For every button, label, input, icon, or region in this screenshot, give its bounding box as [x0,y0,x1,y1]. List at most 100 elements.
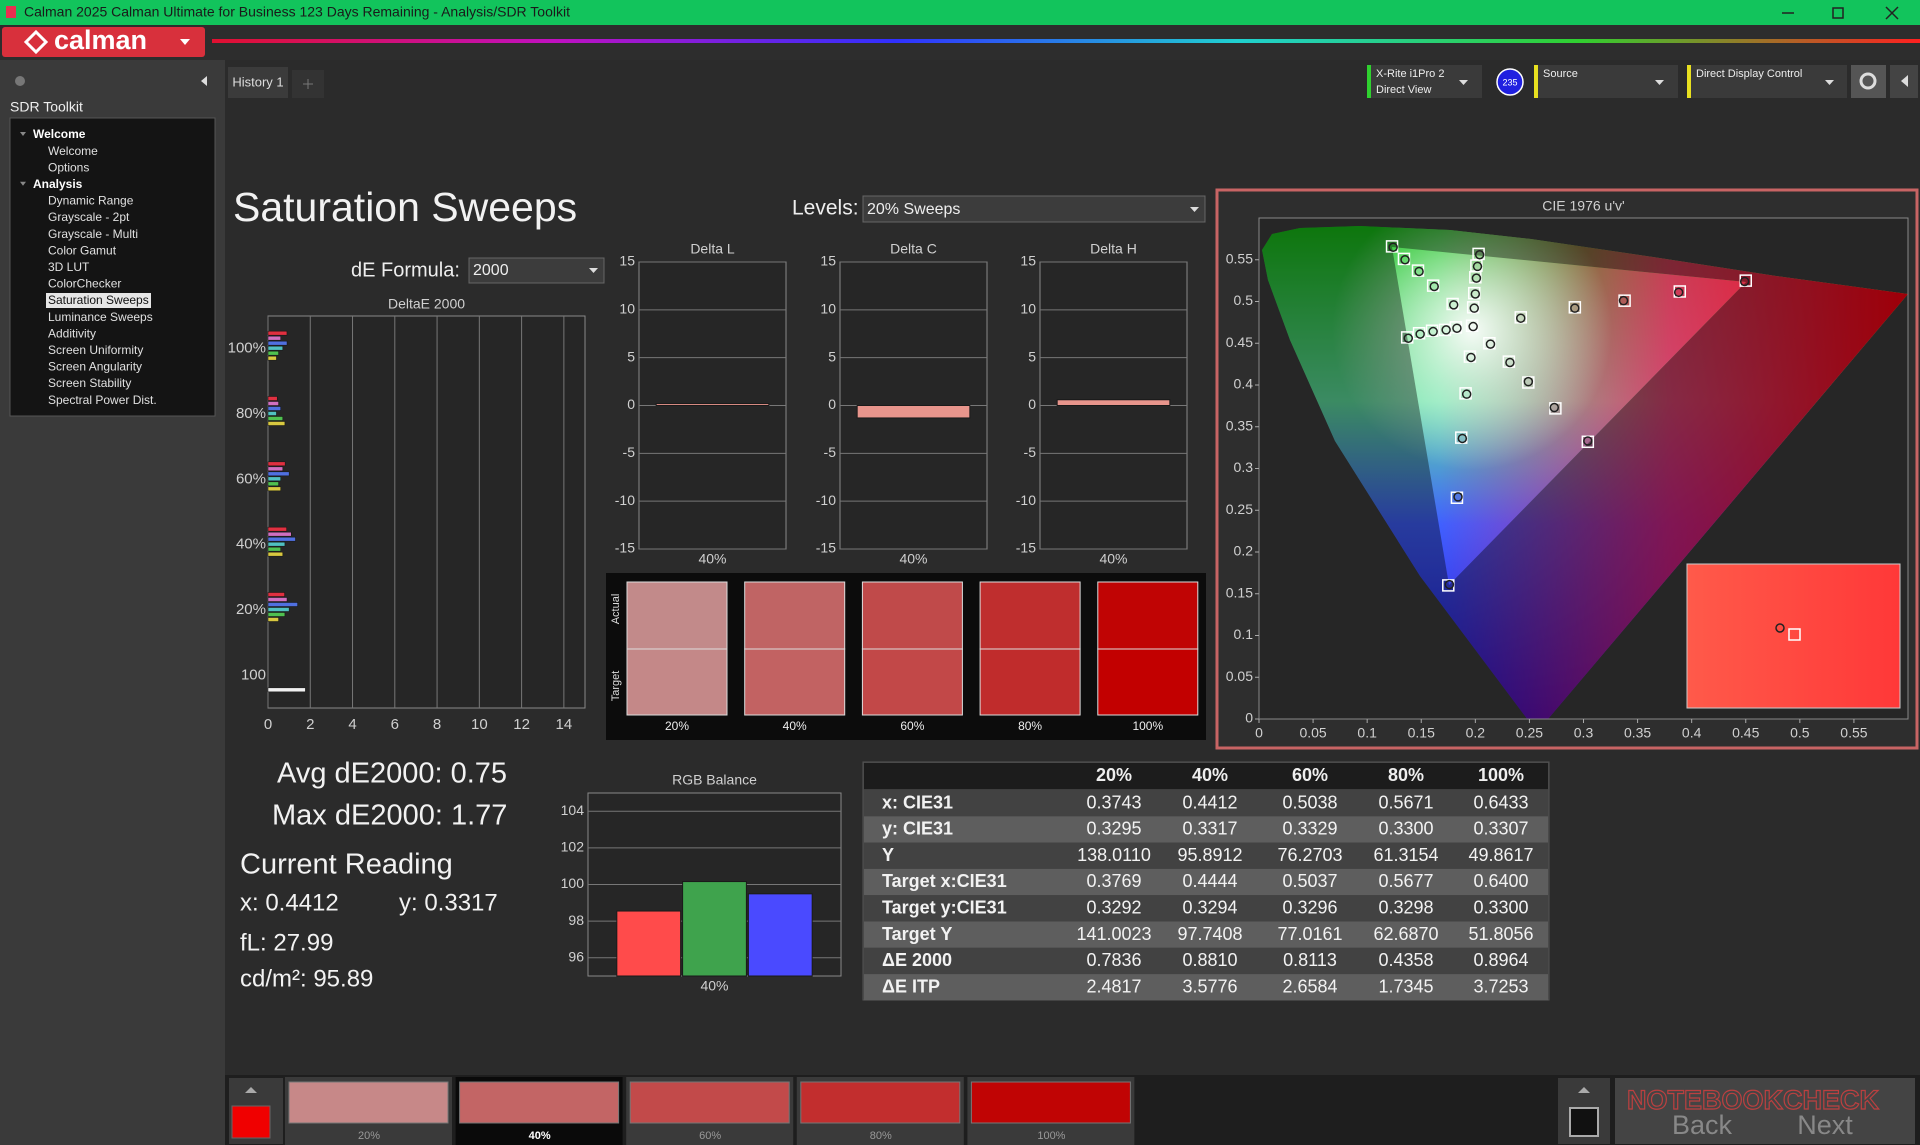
y-tick-label: -5 [623,444,636,460]
bar [268,542,285,546]
tree-item[interactable]: 3D LUT [48,260,90,274]
bar [857,406,970,418]
bar [268,417,283,421]
row-label: Target x:CIE31 [882,871,1007,891]
badge-label: 235 [1502,77,1517,87]
bar [268,688,305,692]
swatch-label: 60% [699,1130,721,1142]
swatch-label: 40% [529,1130,551,1142]
tab-label[interactable]: History 1 [232,74,283,89]
x-tick-label: 0 [264,716,272,733]
tree-group[interactable]: Analysis [33,177,83,191]
x-tick-label: 0.45 [1732,725,1759,741]
row-label: Target y:CIE31 [882,897,1007,917]
tree-item[interactable]: Screen Uniformity [48,343,143,357]
y-tick-label: 0.25 [1226,501,1253,517]
tree-item[interactable]: Grayscale - Multi [48,227,138,241]
x-tick-label: 40% [698,551,726,567]
bar [268,412,276,416]
actual-swatch [627,582,727,649]
pin-icon[interactable] [15,76,25,86]
y-tick-label: 0 [627,396,635,412]
swatch-label: 20% [358,1130,380,1142]
y-tick-label: 0 [1245,710,1253,726]
tree-item[interactable]: Saturation Sweeps [48,293,149,307]
table-cell: 2.4817 [1086,976,1141,996]
bar [683,882,747,976]
tree-item[interactable]: Luminance Sweeps [48,310,153,324]
tree-item[interactable]: Welcome [48,144,98,158]
y-tick-label: 20% [236,601,266,618]
bar [268,552,283,556]
table-cell: 0.3292 [1086,897,1141,917]
target-swatch [745,649,845,715]
table-cell: 3.7253 [1473,976,1528,996]
page-title: Saturation Sweeps [233,184,577,230]
settings-button[interactable] [1851,65,1886,98]
table-cell: 0.8964 [1473,950,1528,970]
y-tick-label: 0.55 [1226,250,1253,266]
bar [617,911,681,976]
table-cell: 62.6870 [1373,924,1438,944]
column-header: 80% [1388,765,1424,785]
tree-item[interactable]: Screen Stability [48,376,131,390]
y-tick-label: 96 [568,948,584,964]
plot-area [268,316,585,708]
tree-item[interactable]: Screen Angularity [48,360,142,374]
table-cell: 0.3769 [1086,871,1141,891]
y-tick-label: -10 [816,492,836,508]
display-control-label: Direct Display Control [1696,68,1802,80]
chart-title: CIE 1976 u'v' [1542,198,1624,214]
bar [268,547,281,551]
x-tick-label: 40% [1099,551,1127,567]
source-label: Source [1543,68,1578,80]
x-tick-label: 0.5 [1790,725,1810,741]
table-cell: 0.3300 [1473,897,1528,917]
current-color [232,1106,270,1138]
tree-group[interactable]: Welcome [33,127,86,141]
bar [268,608,289,612]
table-cell: 0.5671 [1378,792,1433,812]
table-cell: 0.3296 [1282,897,1337,917]
tree-item[interactable]: Grayscale - 2pt [48,210,130,224]
chart-title: Delta C [890,241,937,257]
tree-item[interactable]: Options [48,160,89,174]
x-tick-label: 8 [433,716,441,733]
bar [268,462,285,466]
stop-button[interactable] [1570,1108,1598,1136]
swatch-label: 100% [1037,1130,1065,1142]
bar [268,593,285,597]
y-tick-label: -15 [816,540,836,556]
max-de: Max dE2000: 1.77 [272,800,507,832]
tree-item[interactable]: Dynamic Range [48,194,134,208]
tree-item[interactable]: Additivity [48,326,96,340]
table-cell: 0.5037 [1282,871,1337,891]
x-tick-label: 0 [1255,725,1263,741]
tree-item[interactable]: Color Gamut [48,243,117,257]
swatch-label: 100% [1132,719,1163,733]
row-label: x: CIE31 [882,792,953,812]
x-tick-label: 0.2 [1466,725,1486,741]
bar [268,613,285,617]
y-tick-label: 5 [627,348,635,364]
swatch-label: 80% [870,1130,892,1142]
swatch-label: 40% [783,719,807,733]
tree-item[interactable]: Spectral Power Dist. [48,393,157,407]
table-cell: 0.3300 [1378,819,1433,839]
chart-title: DeltaE 2000 [388,296,465,312]
bar [268,341,287,345]
table-cell: 0.6433 [1473,792,1528,812]
chart-title: Delta L [690,241,735,257]
y-tick-label: 60% [236,470,266,487]
meter-status [1367,65,1371,98]
y-tick-label: 5 [1028,348,1036,364]
reading-nits: cd/m²: 95.89 [240,965,373,992]
sidebar-title: SDR Toolkit [10,99,83,115]
x-tick-label: 4 [348,716,356,733]
reading-heading: Current Reading [240,849,453,881]
table-cell: 0.3294 [1182,897,1237,917]
tree-item[interactable]: ColorChecker [48,277,121,291]
y-tick-label: 15 [1020,253,1036,269]
x-tick-label: 0.1 [1357,725,1377,741]
chart-title: Delta H [1090,241,1137,257]
